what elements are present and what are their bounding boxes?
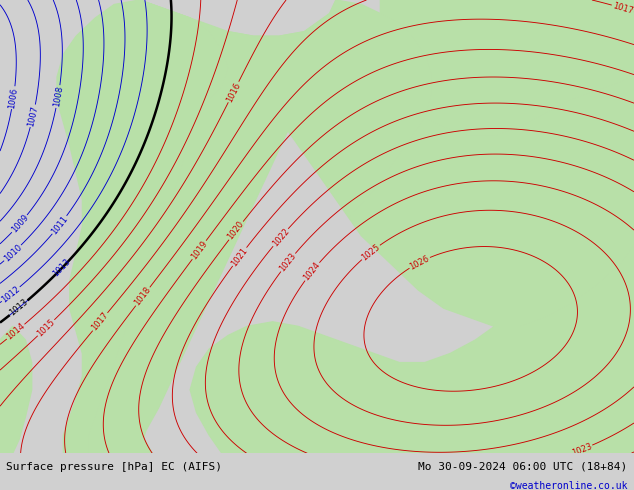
Polygon shape [349, 73, 634, 326]
Text: 1006: 1006 [8, 87, 20, 109]
Text: 1014: 1014 [4, 321, 27, 342]
Text: 1013: 1013 [51, 257, 72, 279]
Text: 1008: 1008 [52, 85, 64, 108]
Text: Surface pressure [hPa] EC (AIFS): Surface pressure [hPa] EC (AIFS) [6, 462, 223, 472]
Polygon shape [57, 0, 228, 453]
Polygon shape [380, 0, 634, 136]
Polygon shape [190, 245, 634, 453]
Text: Mo 30-09-2024 06:00 UTC (18+84): Mo 30-09-2024 06:00 UTC (18+84) [418, 461, 628, 471]
Text: 1018: 1018 [133, 285, 153, 308]
Text: 1019: 1019 [190, 239, 209, 261]
Text: 1023: 1023 [278, 251, 298, 273]
Text: 1011: 1011 [49, 214, 70, 236]
Text: 1026: 1026 [408, 253, 431, 271]
Text: 1020: 1020 [226, 220, 246, 242]
Text: 1012: 1012 [0, 284, 22, 304]
Text: 1025: 1025 [359, 242, 382, 262]
Polygon shape [0, 326, 32, 453]
Text: 1013: 1013 [8, 297, 30, 318]
Text: 1024: 1024 [302, 261, 322, 283]
Text: 1023: 1023 [570, 441, 593, 458]
Polygon shape [127, 335, 178, 453]
Text: 1022: 1022 [270, 226, 291, 248]
Text: 1010: 1010 [2, 243, 23, 264]
Polygon shape [228, 0, 431, 218]
Text: 1007: 1007 [26, 104, 40, 127]
Text: 1009: 1009 [10, 213, 30, 235]
Text: 1016: 1016 [224, 80, 242, 103]
Text: ©weatheronline.co.uk: ©weatheronline.co.uk [510, 481, 628, 490]
Text: 1021: 1021 [230, 245, 249, 268]
Text: 1017: 1017 [611, 1, 634, 16]
Text: 1017: 1017 [90, 311, 110, 333]
Text: 1015: 1015 [36, 318, 57, 339]
Polygon shape [89, 0, 336, 453]
